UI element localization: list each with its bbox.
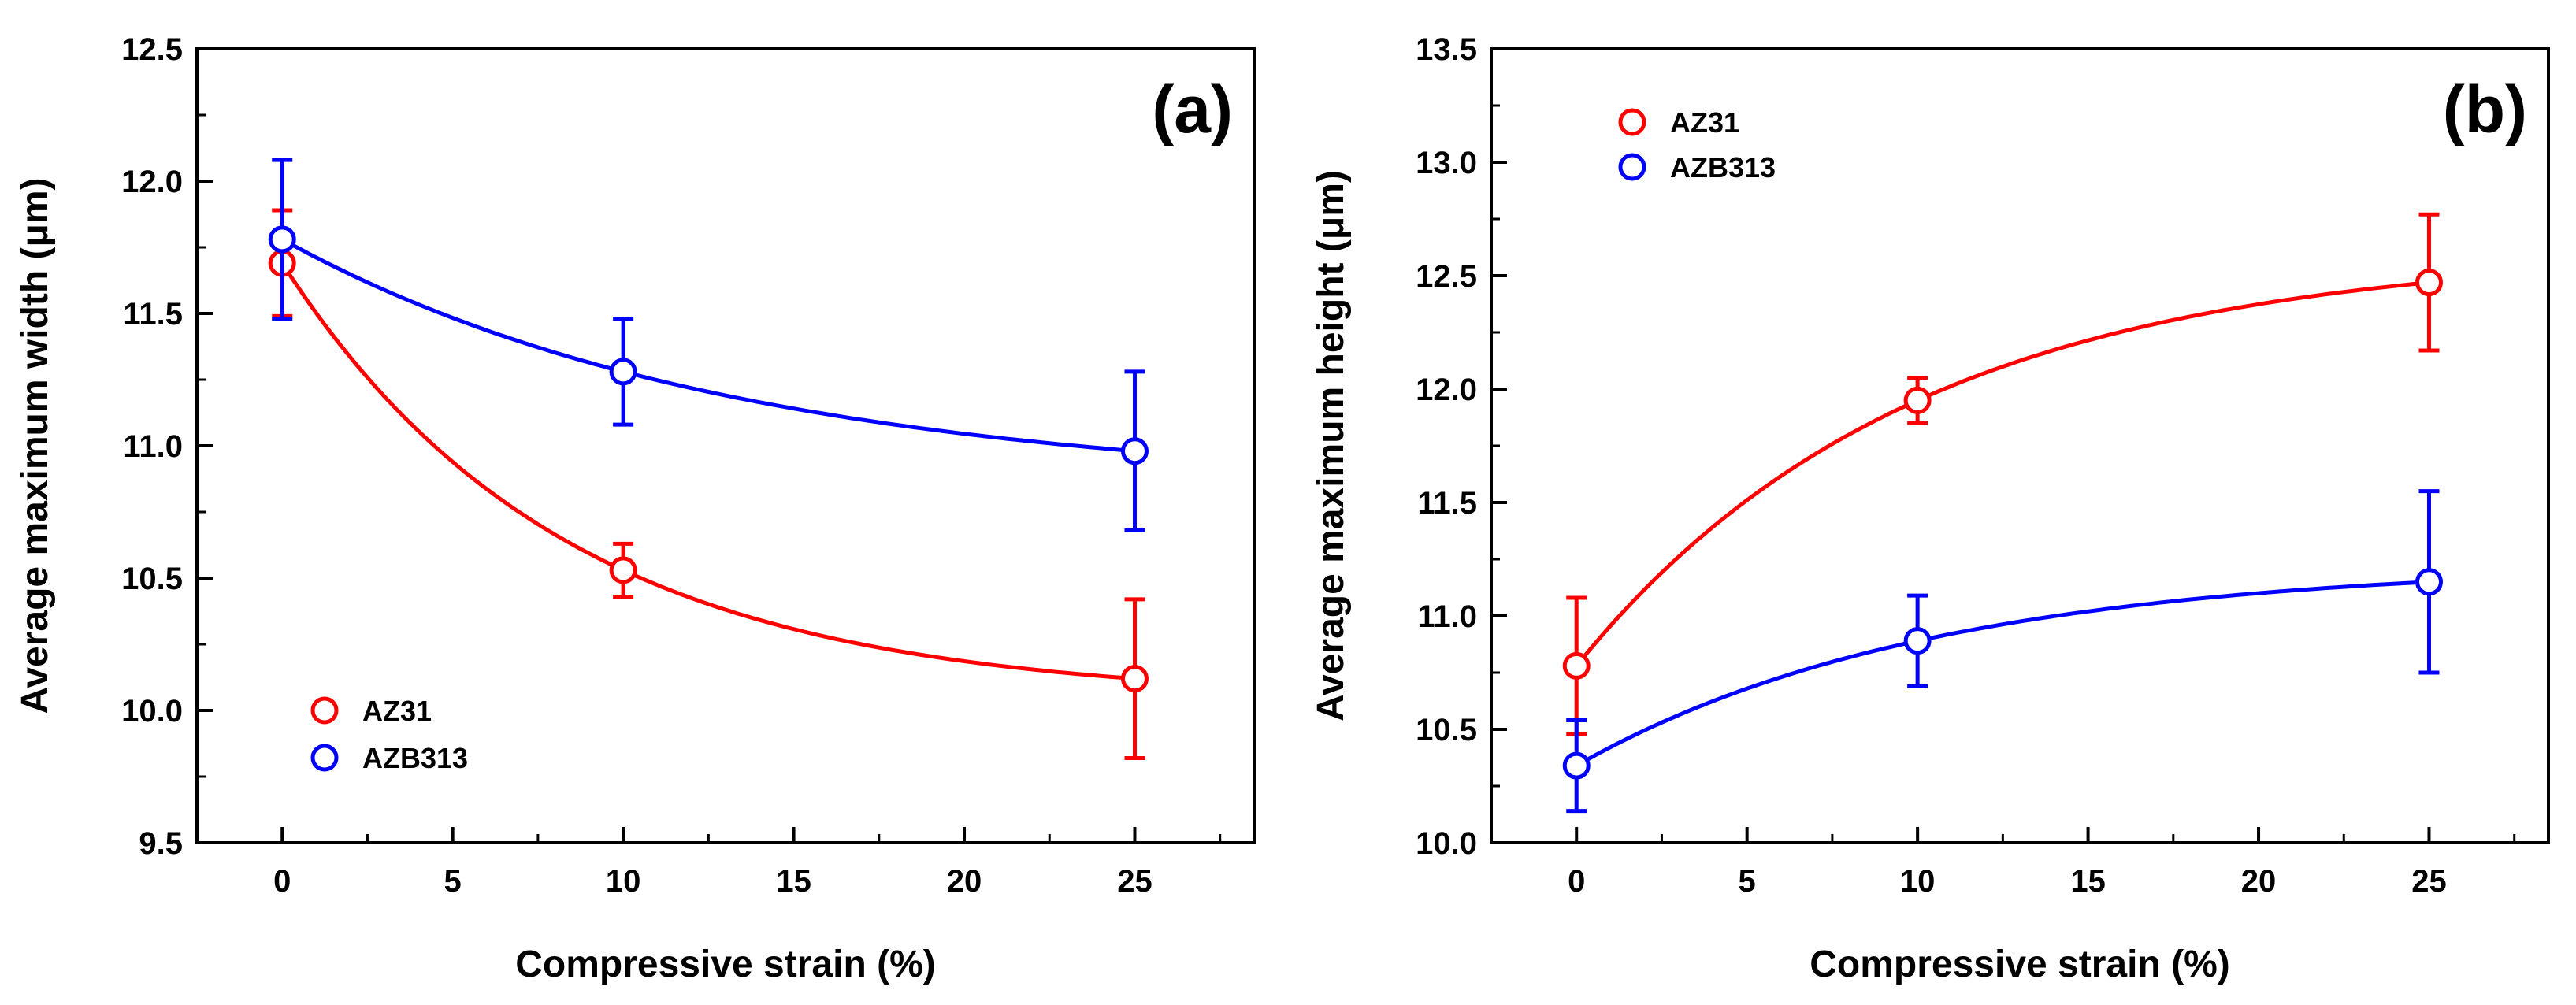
x-tick-label: 0 — [1568, 864, 1585, 899]
plot-frame — [1490, 47, 2550, 844]
data-point-az31 — [1120, 665, 1149, 693]
fit-curve-azb313 — [280, 237, 1135, 454]
x-tick-label: 25 — [1117, 864, 1153, 899]
y-tick-label: 13.5 — [1416, 32, 1477, 67]
y-tick-label: 12.5 — [121, 32, 183, 67]
y-axis-label: Average maximum width (μm) — [14, 177, 56, 714]
legend-label-azb313: AZB313 — [362, 742, 468, 774]
axis-tick-labels: 0 5 10 15 20 25 9.5 10.0 10.5 11.0 11.5 12.0 12.5 — [121, 32, 1153, 899]
data-point-azb313 — [1903, 627, 1932, 655]
data-point-azb313 — [268, 225, 296, 254]
data-points — [1562, 212, 2443, 814]
x-tick-label: 0 — [273, 864, 291, 899]
fit-curve-azb313 — [1575, 580, 2429, 768]
y-tick-label: 11.5 — [1417, 486, 1477, 521]
axis-ticks — [195, 47, 1222, 844]
y-tick-label: 11.5 — [123, 297, 183, 332]
legend-label-az31: AZ31 — [1670, 106, 1739, 139]
y-tick-label: 11.0 — [1417, 599, 1477, 634]
data-point-azb313 — [1120, 437, 1149, 465]
y-tick-label: 10.0 — [121, 694, 183, 729]
data-point-az31 — [609, 556, 637, 584]
x-tick-label: 15 — [2070, 864, 2106, 899]
legend-marker-az31 — [310, 696, 339, 725]
data-point-azb313 — [1562, 751, 1591, 780]
axis-tick-labels: 0 5 10 15 20 25 10.0 10.5 11.0 11.5 12.0 12.5 13.0 13… — [1416, 32, 2447, 899]
y-tick-label: 12.0 — [121, 165, 183, 199]
y-tick-label: 10.5 — [121, 562, 183, 596]
x-axis-label: Compressive strain (%) — [1810, 944, 2230, 985]
x-tick-label: 10 — [606, 864, 641, 899]
y-axis-label: Average maximum height (μm) — [1310, 170, 1352, 721]
data-point-azb313 — [2415, 568, 2443, 596]
x-tick-label: 20 — [2241, 864, 2277, 899]
y-tick-label: 10.0 — [1416, 826, 1477, 861]
data-point-az31 — [1562, 651, 1591, 680]
data-point-az31 — [2415, 269, 2443, 297]
y-tick-label: 10.5 — [1416, 713, 1477, 747]
panel-a-width-chart: 0 5 10 15 20 25 9.5 10.0 10.5 11.0 11.5 12.0 12.5 Co… — [14, 32, 1256, 985]
x-tick-label: 10 — [1900, 864, 1936, 899]
x-tick-label: 25 — [2411, 864, 2447, 899]
fit-curve-az31 — [280, 261, 1135, 681]
axis-ticks — [1490, 47, 2516, 844]
legend-label-az31: AZ31 — [362, 695, 432, 727]
panel-b-height-chart: 0 5 10 15 20 25 10.0 10.5 11.0 11.5 12.0 12.5 13.0 13… — [1310, 32, 2550, 985]
data-point-azb313 — [609, 358, 637, 386]
x-axis-label: Compressive strain (%) — [515, 944, 936, 985]
fit-curves — [280, 237, 1135, 681]
y-tick-label: 12.0 — [1416, 373, 1477, 407]
x-tick-label: 5 — [444, 864, 462, 899]
legend-marker-azb313 — [1618, 153, 1646, 181]
y-tick-label: 11.0 — [123, 429, 183, 464]
legend-label-azb313: AZB313 — [1670, 151, 1776, 184]
y-tick-label: 12.5 — [1416, 259, 1477, 294]
panel-label-a: (a) — [1152, 72, 1233, 146]
legend: AZ31 AZB313 — [1618, 106, 1776, 184]
panel-label-b: (b) — [2443, 72, 2527, 146]
y-tick-label: 9.5 — [139, 826, 183, 861]
x-tick-label: 5 — [1739, 864, 1756, 899]
legend-marker-az31 — [1618, 108, 1646, 136]
data-points — [268, 158, 1149, 760]
legend: AZ31 AZB313 — [310, 695, 468, 774]
legend-marker-azb313 — [310, 744, 339, 772]
y-tick-label: 13.0 — [1416, 146, 1477, 180]
data-point-az31 — [1903, 386, 1932, 414]
fit-curve-az31 — [1575, 280, 2429, 667]
x-tick-label: 20 — [947, 864, 982, 899]
fit-curves — [1575, 280, 2429, 768]
x-tick-label: 15 — [776, 864, 811, 899]
